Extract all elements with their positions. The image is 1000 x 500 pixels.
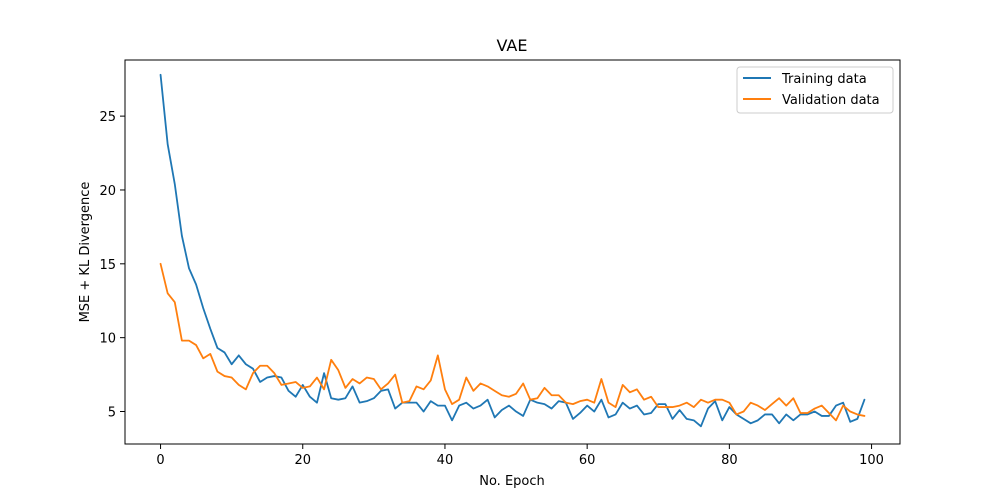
legend: Training data Validation data <box>736 66 894 114</box>
y-tick-label: 5 <box>108 406 116 421</box>
x-tick-label: 60 <box>579 453 596 468</box>
x-tick-label: 80 <box>721 453 738 468</box>
y-tick-label: 25 <box>99 110 116 125</box>
chart-title: VAE <box>497 36 528 55</box>
legend-box <box>736 66 894 114</box>
x-tick-label: 100 <box>859 453 884 468</box>
y-tick-label: 15 <box>99 258 116 273</box>
plot-frame <box>124 59 901 445</box>
ticks-layer: 0 20 40 60 80 100 5 10 15 20 25 <box>99 110 884 468</box>
y-axis-label: MSE + KL Divergence <box>78 182 93 323</box>
series-line-training <box>159 73 866 428</box>
legend-label-training: Training data <box>781 72 867 87</box>
series-layer <box>159 73 866 428</box>
x-tick-label: 20 <box>294 453 311 468</box>
y-tick-label: 10 <box>99 332 116 347</box>
series-line-validation <box>159 262 866 422</box>
x-tick-label: 0 <box>156 453 164 468</box>
x-tick-label: 40 <box>437 453 454 468</box>
y-tick-label: 20 <box>99 184 116 199</box>
x-axis-label: No. Epoch <box>479 474 545 489</box>
legend-label-validation: Validation data <box>782 93 880 108</box>
